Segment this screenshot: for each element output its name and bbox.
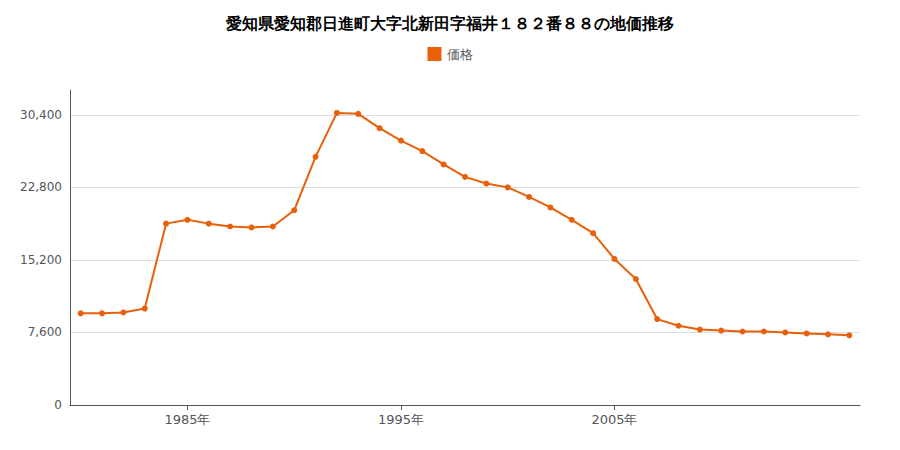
svg-text:1995年: 1995年 bbox=[378, 412, 424, 427]
svg-text:1985年: 1985年 bbox=[164, 412, 210, 427]
svg-text:7,600: 7,600 bbox=[28, 325, 62, 339]
svg-text:2005年: 2005年 bbox=[591, 412, 637, 427]
svg-text:22,800: 22,800 bbox=[20, 180, 62, 194]
svg-text:価格: 価格 bbox=[447, 47, 473, 62]
svg-text:0: 0 bbox=[54, 398, 62, 412]
svg-text:30,400: 30,400 bbox=[20, 108, 62, 122]
svg-text:愛知県愛知郡日進町大字北新田字福井１８２番８８の地価推移: 愛知県愛知郡日進町大字北新田字福井１８２番８８の地価推移 bbox=[226, 14, 674, 33]
svg-text:15,200: 15,200 bbox=[20, 253, 62, 267]
